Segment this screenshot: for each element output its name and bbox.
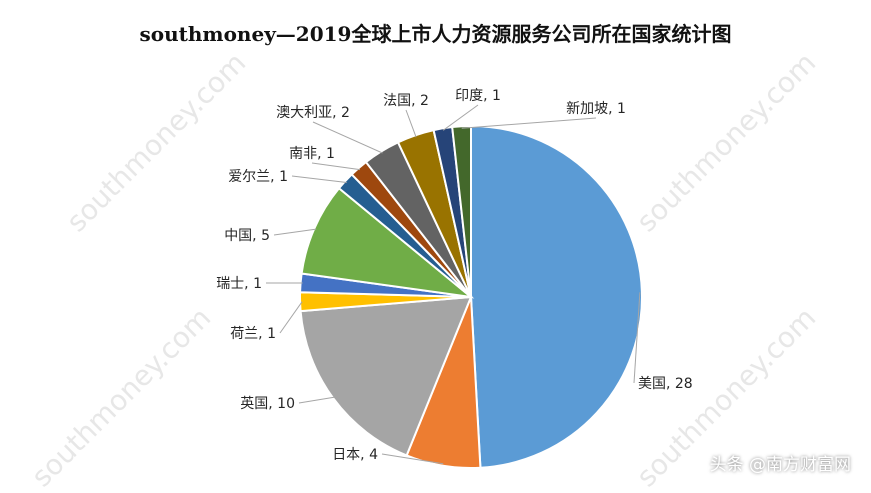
brand-badge: 头条 @南方财富网 (709, 455, 851, 475)
leader-line (311, 162, 361, 171)
leader-line (461, 117, 597, 129)
data-label: 澳大利亚, 2 (276, 105, 350, 121)
data-label: 新加坡, 1 (566, 101, 626, 117)
leader-line (442, 104, 479, 131)
data-label: 印度, 1 (455, 88, 501, 104)
data-label: 荷兰, 1 (230, 326, 276, 342)
leader-lines (266, 104, 641, 465)
data-label: 日本, 4 (332, 447, 378, 463)
data-label: 爱尔兰, 1 (228, 169, 288, 185)
data-label: 南非, 1 (289, 146, 335, 162)
data-label: 瑞士, 1 (216, 276, 262, 292)
chart-title: southmoney—2019全球上市人力资源服务公司所在国家统计图 (139, 22, 732, 46)
leader-line (405, 109, 417, 138)
leader-line (291, 175, 347, 183)
pie-slice (299, 295, 473, 457)
pie-slice (470, 124, 643, 469)
leader-line (298, 396, 335, 404)
pie-slice (451, 124, 472, 298)
pie-slices (298, 124, 643, 469)
leader-line (279, 301, 303, 334)
data-label: 美国, 28 (638, 376, 693, 392)
data-label: 英国, 10 (240, 395, 295, 412)
leader-line (273, 228, 317, 236)
leader-line (633, 292, 641, 384)
data-labels: 美国, 28 日本, 4 英国, 10 荷兰, 1 瑞士, 1 中国, 5 爱尔兰, 1南非… (216, 88, 693, 463)
leader-line (381, 453, 444, 465)
pie-slice (300, 186, 475, 299)
data-label: 法国, 2 (383, 93, 429, 109)
leader-line (312, 121, 383, 154)
data-label: 中国, 5 (224, 228, 270, 244)
